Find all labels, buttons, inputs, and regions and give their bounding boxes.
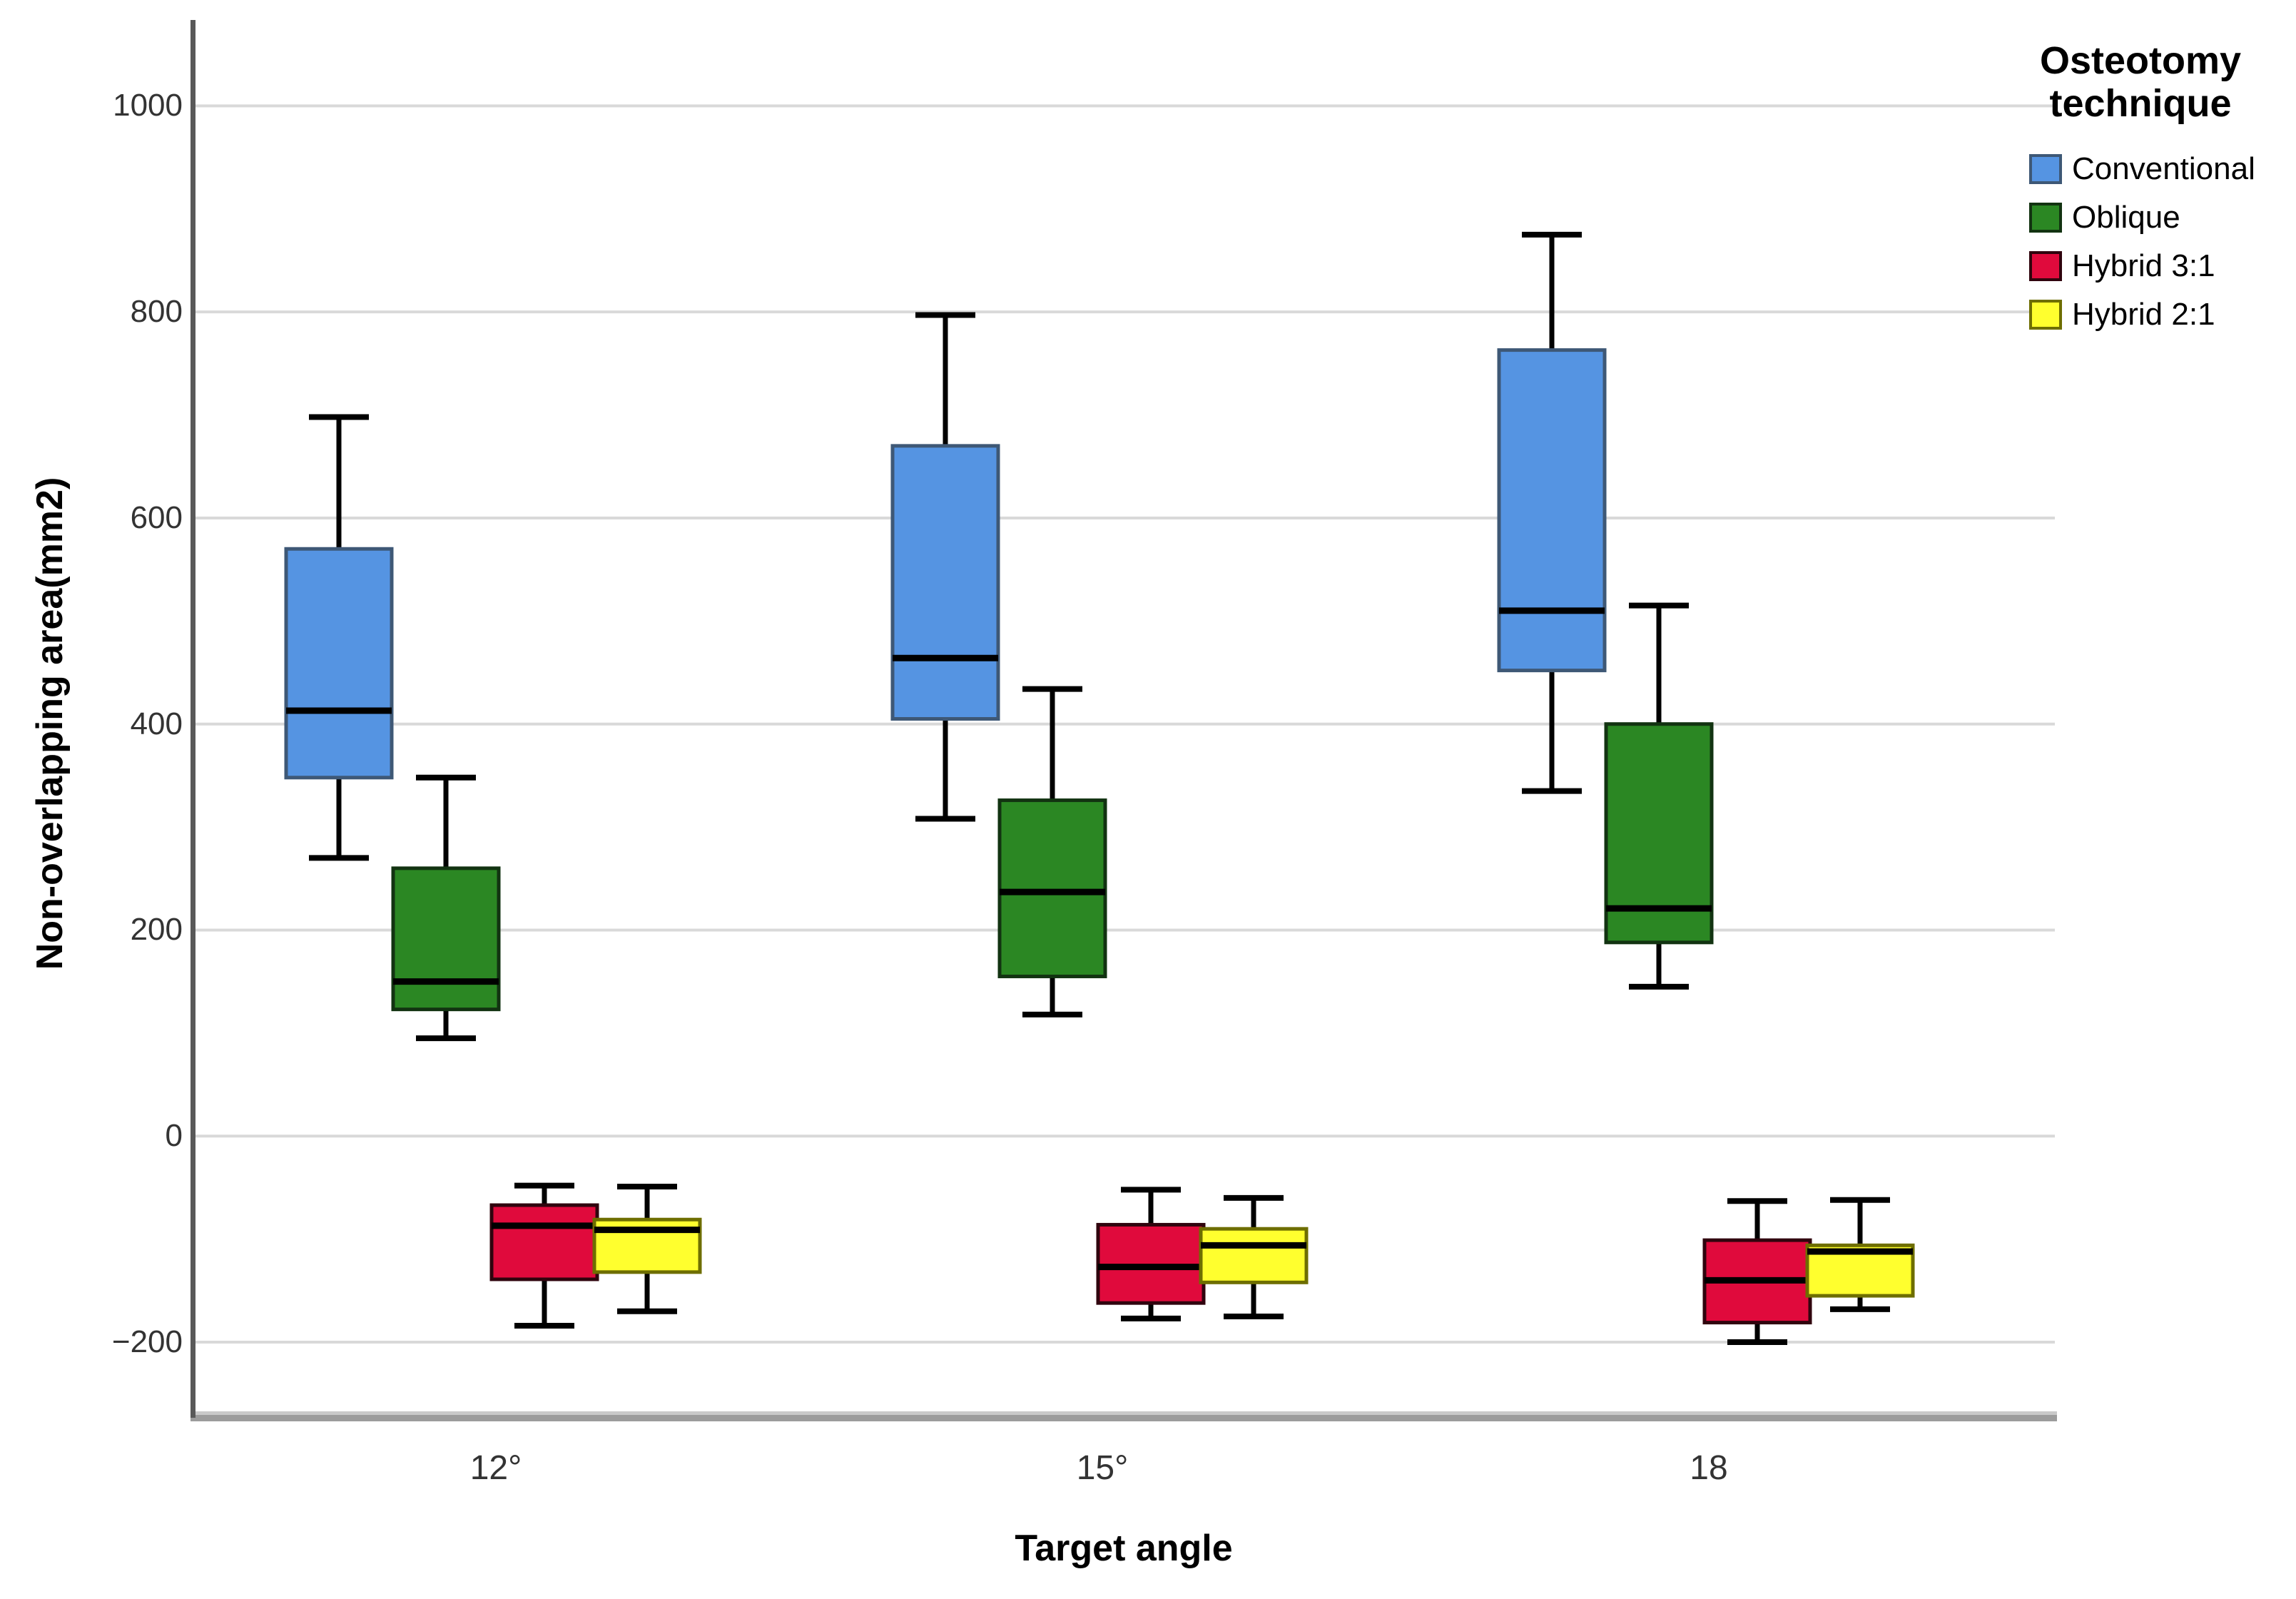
- legend-title-line1: Osteotomy: [2039, 39, 2242, 82]
- legend-title-line2: technique: [2049, 82, 2232, 125]
- x-axis-line: [191, 1411, 2057, 1415]
- y-tick-label: 0: [165, 1118, 183, 1153]
- y-axis-line: [191, 20, 195, 1418]
- y-axis-title: Non-overlapping area(mm2): [29, 477, 71, 970]
- box-hybrid-2-1-15deg: [1199, 1227, 1309, 1284]
- conventional-swatch-icon: [2029, 154, 2062, 184]
- legend-title: Osteotomy technique: [2019, 39, 2262, 125]
- legend-item-label: Conventional: [2072, 151, 2255, 186]
- legend-item-label: Hybrid 3:1: [2072, 248, 2215, 283]
- box-hybrid-3-1-12deg: [489, 1203, 599, 1281]
- x-axis-title: Target angle: [1015, 1528, 1233, 1569]
- legend-item-label: Hybrid 2:1: [2072, 297, 2215, 332]
- y-tick-label: 400: [130, 706, 183, 741]
- y-tick-label: −200: [111, 1324, 183, 1359]
- oblique-swatch-icon: [2029, 203, 2062, 233]
- legend-item-hybrid31: Hybrid 3:1: [2029, 242, 2296, 290]
- x-tick-label: 12°: [469, 1449, 522, 1487]
- legend-item-conventional: Conventional: [2029, 145, 2296, 193]
- box-conventional-15deg: [890, 444, 1000, 721]
- hybrid-3-1-swatch-icon: [2029, 251, 2062, 281]
- y-tick-label: 1000: [113, 88, 183, 123]
- box-oblique-15deg: [997, 798, 1107, 978]
- legend-item-label: Oblique: [2072, 200, 2180, 235]
- y-tick-label: 200: [130, 912, 183, 947]
- x-axis-line: [191, 1415, 2057, 1421]
- y-tick-label: 800: [130, 294, 183, 329]
- box-oblique-12deg: [391, 866, 501, 1012]
- x-tick-label: 18: [1690, 1449, 1728, 1487]
- box-conventional-18deg: [1497, 348, 1607, 673]
- legend: Osteotomy technique Conventional Oblique…: [2019, 39, 2296, 339]
- x-tick-label: 15°: [1076, 1449, 1129, 1487]
- legend-item-hybrid21: Hybrid 2:1: [2029, 290, 2296, 339]
- box-conventional-12deg: [284, 547, 394, 780]
- hybrid-2-1-swatch-icon: [2029, 300, 2062, 330]
- y-tick-label: 600: [130, 500, 183, 535]
- legend-item-oblique: Oblique: [2029, 193, 2296, 242]
